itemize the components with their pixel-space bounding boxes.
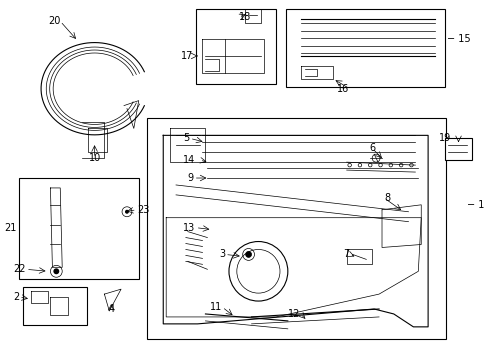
Text: 5: 5 — [183, 133, 189, 143]
Circle shape — [245, 251, 251, 257]
Text: 9: 9 — [187, 173, 193, 183]
Circle shape — [125, 210, 129, 214]
Text: 18: 18 — [238, 12, 250, 22]
Text: 19: 19 — [438, 133, 450, 143]
Text: 20: 20 — [48, 16, 60, 26]
Text: 2: 2 — [13, 292, 19, 302]
Text: 22: 22 — [13, 264, 26, 274]
Bar — [285, 9, 444, 87]
Bar — [195, 9, 276, 84]
Text: − 15: − 15 — [446, 34, 469, 44]
Text: 4: 4 — [108, 304, 114, 314]
Text: 3: 3 — [219, 249, 224, 260]
Bar — [444, 138, 471, 160]
Text: 21: 21 — [5, 222, 17, 233]
Text: 14: 14 — [183, 155, 195, 165]
Text: 6: 6 — [368, 143, 374, 153]
Text: 8: 8 — [383, 193, 389, 203]
Text: 11: 11 — [209, 302, 222, 312]
Text: 16: 16 — [337, 84, 349, 94]
Text: 13: 13 — [183, 222, 195, 233]
Text: 10: 10 — [88, 153, 101, 163]
Text: 17: 17 — [181, 51, 193, 61]
Bar — [23, 287, 86, 325]
Bar — [146, 118, 445, 339]
Text: 12: 12 — [287, 309, 300, 319]
Bar — [19, 178, 139, 279]
Circle shape — [53, 268, 59, 274]
Text: 7: 7 — [343, 249, 349, 260]
Text: 23: 23 — [137, 205, 149, 215]
Text: − 1: − 1 — [467, 200, 484, 210]
